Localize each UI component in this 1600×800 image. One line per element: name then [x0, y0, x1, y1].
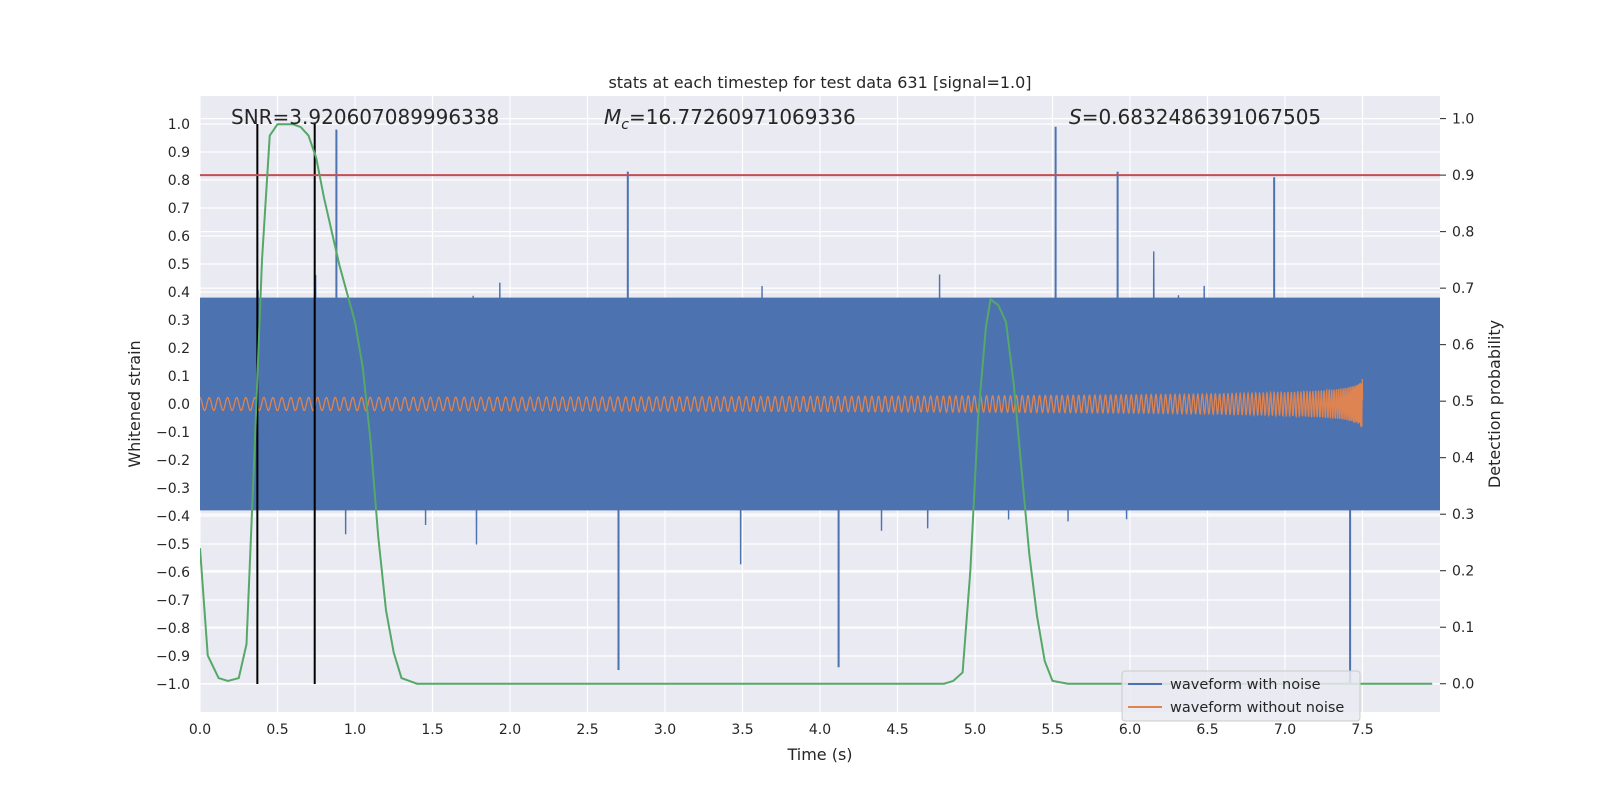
y2-tick-label: 0.5 — [1452, 394, 1474, 410]
x-tick-label: 0.0 — [189, 722, 211, 738]
mc-subscript: c — [621, 117, 629, 133]
y-axis-ticks: −1.0 −0.9 −0.8 −0.7 −0.6 −0.5 −0.4 −0.3 −0.2 −0.1… — [156, 117, 190, 693]
y-tick-label: −0.3 — [156, 481, 190, 497]
x-tick-label: 6.5 — [1196, 722, 1218, 738]
x-tick-label: 5.0 — [964, 722, 986, 738]
y-tick-label: 0.6 — [168, 229, 190, 245]
y-tick-label: −0.4 — [156, 509, 190, 525]
y2-axis-label: Detection probability — [1485, 320, 1504, 488]
legend-box — [1121, 670, 1361, 722]
y-tick-label: 0.3 — [168, 313, 190, 329]
x-tick-label: 7.5 — [1351, 722, 1373, 738]
y-tick-label: 0.4 — [168, 285, 190, 301]
y2-tick-label: 0.0 — [1452, 677, 1474, 693]
y2-axis-ticks: 0.0 0.1 0.2 0.3 0.4 0.5 0.6 0.7 0.8 0.9 1.0 — [1440, 112, 1474, 693]
y-tick-label: 0.7 — [168, 201, 190, 217]
x-tick-label: 2.0 — [499, 722, 521, 738]
x-tick-label: 0.5 — [266, 722, 288, 738]
y-tick-label: 0.8 — [168, 173, 190, 189]
x-tick-label: 1.0 — [344, 722, 366, 738]
chart-title: stats at each timestep for test data 631… — [608, 73, 1031, 92]
probability-line — [200, 123, 1433, 685]
y-tick-label: −0.2 — [156, 453, 190, 469]
legend: waveform with noise waveform without noi… — [1121, 670, 1361, 722]
snr-annotation: SNR=3.920607089996338 — [231, 105, 499, 129]
y2-tick-label: 0.3 — [1452, 507, 1474, 523]
y-tick-label: −0.9 — [156, 649, 190, 665]
y-tick-label: 0.5 — [168, 257, 190, 273]
x-tick-label: 3.5 — [731, 722, 753, 738]
x-tick-label: 1.5 — [421, 722, 443, 738]
x-axis-ticks: 0.0 0.5 1.0 1.5 2.0 2.5 3.0 3.5 4.0 4.5 5.0 5.5 6.0 6… — [189, 722, 1374, 738]
y-tick-label: 0.0 — [168, 397, 190, 413]
x-axis-label: Time (s) — [786, 745, 852, 764]
legend-label-clean: waveform without noise — [1170, 700, 1344, 716]
y-tick-label: −0.8 — [156, 621, 190, 637]
y2-tick-label: 0.7 — [1452, 281, 1474, 297]
series-waveform-without-noise — [200, 378, 1364, 428]
y-tick-label: −0.6 — [156, 565, 190, 581]
y2-tick-label: 1.0 — [1452, 112, 1474, 128]
s-annotation: S=0.6832486391067505 — [1069, 105, 1321, 129]
x-tick-label: 4.0 — [809, 722, 831, 738]
y2-tick-label: 0.4 — [1452, 451, 1474, 467]
y-tick-label: 1.0 — [168, 117, 190, 133]
x-tick-label: 6.0 — [1119, 722, 1141, 738]
x-tick-label: 3.0 — [654, 722, 676, 738]
s-value: =0.6832486391067505 — [1082, 105, 1321, 129]
y-tick-label: −0.1 — [156, 425, 190, 441]
y-tick-label: 0.9 — [168, 145, 190, 161]
y-tick-label: 0.1 — [168, 369, 190, 385]
y2-tick-label: 0.9 — [1452, 168, 1474, 184]
y-tick-label: −0.7 — [156, 593, 190, 609]
x-tick-label: 2.5 — [576, 722, 598, 738]
y2-tick-label: 0.8 — [1452, 225, 1474, 241]
y2-tick-label: 0.2 — [1452, 564, 1474, 580]
x-tick-label: 5.5 — [1041, 722, 1063, 738]
y2-tick-label: 0.1 — [1452, 620, 1474, 636]
y-tick-label: −0.5 — [156, 537, 190, 553]
series-detection-probability — [200, 123, 1433, 685]
mc-value: =16.77260971069336 — [629, 105, 856, 129]
mc-symbol: M — [604, 105, 621, 129]
mc-annotation: Mc=16.77260971069336 — [604, 105, 856, 133]
clean-line — [200, 378, 1364, 428]
y-axis-label: Whitened strain — [125, 340, 144, 467]
y2-tick-label: 0.6 — [1452, 338, 1474, 354]
x-tick-label: 7.0 — [1274, 722, 1296, 738]
y-tick-label: −1.0 — [156, 677, 190, 693]
x-tick-label: 4.5 — [886, 722, 908, 738]
legend-label-noise: waveform with noise — [1170, 677, 1321, 693]
s-symbol: S — [1069, 105, 1082, 129]
y-tick-label: 0.2 — [168, 341, 190, 357]
